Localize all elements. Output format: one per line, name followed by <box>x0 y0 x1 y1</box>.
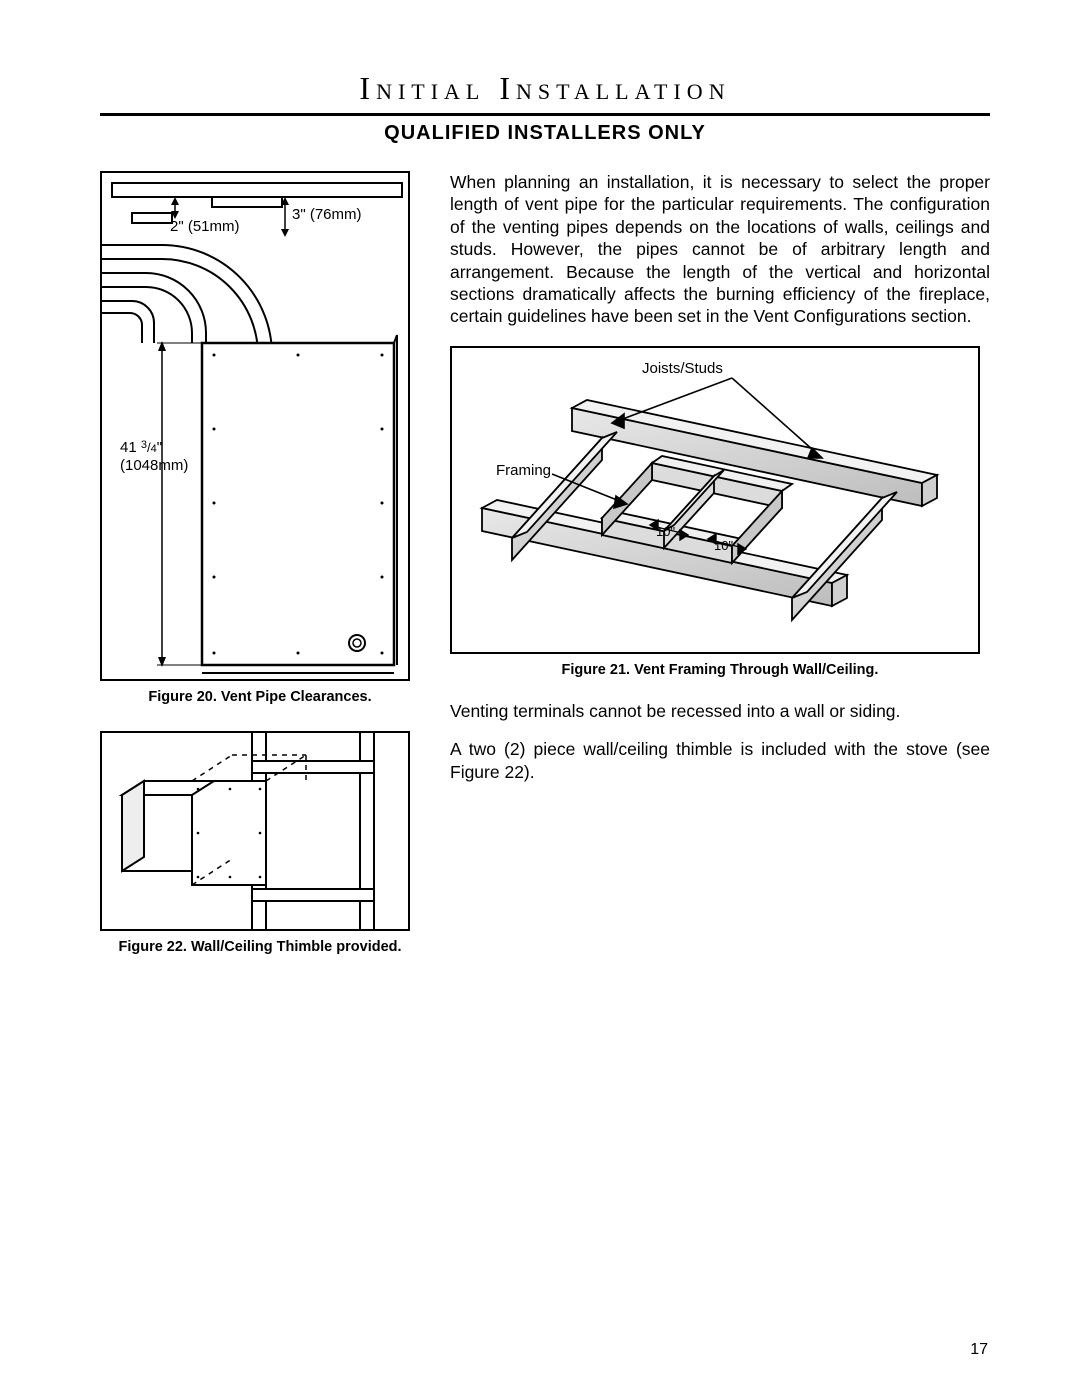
figure-22-box <box>100 731 410 931</box>
dim-3in-label: 3" (76mm) <box>292 206 362 223</box>
paragraph-2: Venting terminals cannot be recessed int… <box>450 700 990 722</box>
vent-clearance-diagram-icon <box>102 173 410 681</box>
dim-height-mm: (1048mm) <box>120 457 188 474</box>
page-root: Initial Installation QUALIFIED INSTALLER… <box>0 0 1080 995</box>
figure-20-caption: Figure 20. Vent Pipe Clearances. <box>100 689 420 705</box>
framing-label: Framing <box>496 462 551 479</box>
dim-height-suffix: " <box>157 439 162 456</box>
joists-label: Joists/Studs <box>642 360 723 377</box>
framing-diagram-icon <box>452 348 980 654</box>
paragraph-3: A two (2) piece wall/ceiling thimble is … <box>450 738 990 783</box>
figure-22-caption: Figure 22. Wall/Ceiling Thimble provided… <box>100 939 420 955</box>
page-number: 17 <box>970 1341 988 1359</box>
figure-21-box: Joists/Studs Framing 10" 10" <box>450 346 980 654</box>
left-column: 2" (51mm) 3" (76mm) 41 3/4" (1048mm) Fig… <box>100 171 420 955</box>
dim-2in-label: 2" (51mm) <box>170 218 240 235</box>
dim-height-label: 41 3/4" (1048mm) <box>120 439 188 475</box>
dim-height-int: 41 <box>120 439 141 456</box>
page-title: Initial Installation <box>100 70 990 107</box>
figure-21-caption: Figure 21. Vent Framing Through Wall/Cei… <box>450 662 990 678</box>
ten-b-label: 10" <box>714 538 733 553</box>
title-rule <box>100 113 990 116</box>
figure-20-box: 2" (51mm) 3" (76mm) 41 3/4" (1048mm) <box>100 171 410 681</box>
paragraph-1: When planning an installation, it is nec… <box>450 171 990 328</box>
page-subtitle: QUALIFIED INSTALLERS ONLY <box>100 122 990 145</box>
ten-a-label: 10" <box>656 524 675 539</box>
right-column: When planning an installation, it is nec… <box>450 171 990 955</box>
thimble-diagram-icon <box>102 733 410 931</box>
top-row: 2" (51mm) 3" (76mm) 41 3/4" (1048mm) Fig… <box>100 171 990 955</box>
